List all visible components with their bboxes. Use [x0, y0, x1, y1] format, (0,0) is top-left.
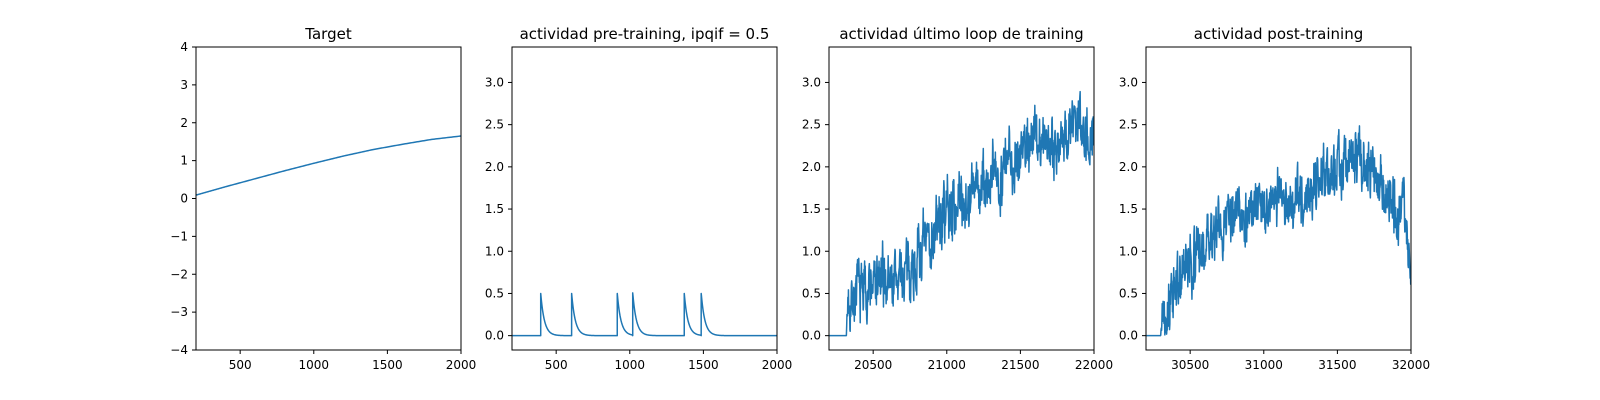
y-tick-label: 1.0 — [1119, 244, 1138, 258]
y-tick-label: −2 — [170, 267, 188, 281]
x-tick-label: 2000 — [762, 358, 793, 372]
y-tick-label: 2.0 — [485, 160, 504, 174]
x-tick-label: 1500 — [372, 358, 403, 372]
chart-panel-1: 500 1000 1500 2000 −4 −3 −2 −1 0 1 2 3 4 Target — [170, 25, 476, 372]
chart-title: actividad post-training — [1194, 25, 1363, 43]
y-tick-label: 2.5 — [485, 118, 504, 132]
x-tick-label: 31500 — [1318, 358, 1356, 372]
y-tick-label: −4 — [170, 343, 188, 357]
x-tick-label: 1000 — [615, 358, 646, 372]
x-tick-label: 31000 — [1245, 358, 1283, 372]
x-tick-label: 21000 — [928, 358, 966, 372]
y-tick-label: 4 — [180, 40, 188, 54]
y-tick-label: 0 — [180, 192, 188, 206]
y-tick-label: 2.5 — [802, 118, 821, 132]
series-line-3-1 — [829, 90, 1094, 337]
y-tick-label: −1 — [170, 229, 188, 243]
y-tick-label: 0.5 — [802, 286, 821, 300]
axes-frame — [828, 46, 1095, 351]
y-tick-label: 1.0 — [485, 244, 504, 258]
y-tick-label: 2.0 — [1119, 160, 1138, 174]
chart-title: actividad último loop de training — [839, 25, 1083, 43]
y-tick-label: 0.5 — [1119, 286, 1138, 300]
x-tick-label: 21500 — [1001, 358, 1039, 372]
axes-frame — [1145, 46, 1412, 351]
chart-title: actividad pre-training, ipqif = 0.5 — [520, 25, 770, 43]
chart-panel-2: 500 1000 1500 2000 0.0 0.5 1.0 1.5 2.0 2.5 3.0 acti… — [485, 25, 792, 372]
y-tick-label: 1.5 — [1119, 202, 1138, 216]
chart-title: Target — [304, 25, 352, 43]
y-tick-label: 0.5 — [485, 286, 504, 300]
x-tick-label: 32000 — [1392, 358, 1430, 372]
chart-panel-3: 20500 21000 21500 22000 0.0 0.5 1.0 1.5 2.0 2.5 3.… — [802, 25, 1113, 372]
x-tick-label: 1000 — [299, 358, 330, 372]
y-tick-label: 0.0 — [802, 329, 821, 343]
y-tick-label: 2.0 — [802, 160, 821, 174]
y-tick-label: 1.0 — [802, 244, 821, 258]
x-tick-label: 2000 — [446, 358, 477, 372]
y-tick-label: 1 — [180, 154, 188, 168]
y-tick-label: 2 — [180, 116, 188, 130]
x-tick-label: 20500 — [854, 358, 892, 372]
y-tick-label: 0.0 — [485, 329, 504, 343]
x-tick-label: 30500 — [1171, 358, 1209, 372]
y-tick-label: 2.5 — [1119, 118, 1138, 132]
chart-panel-4: 30500 31000 31500 32000 0.0 0.5 1.0 1.5 2.0 2.5 3.… — [1119, 25, 1430, 372]
y-tick-label: 3.0 — [1119, 75, 1138, 89]
x-tick-label: 1500 — [688, 358, 719, 372]
y-tick-label: 0.0 — [1119, 329, 1138, 343]
series-line-2-1 — [512, 292, 777, 337]
x-tick-label: 22000 — [1075, 358, 1113, 372]
axes-frame — [511, 46, 778, 351]
series-line-4-1 — [1146, 125, 1411, 337]
x-tick-label: 500 — [229, 358, 252, 372]
y-tick-label: 3 — [180, 78, 188, 92]
series-line-1-1 — [196, 135, 461, 196]
y-tick-label: −3 — [170, 305, 188, 319]
x-tick-label: 500 — [545, 358, 568, 372]
axes-frame — [195, 46, 462, 351]
y-tick-label: 3.0 — [485, 75, 504, 89]
y-tick-label: 3.0 — [802, 75, 821, 89]
y-tick-label: 1.5 — [802, 202, 821, 216]
y-tick-label: 1.5 — [485, 202, 504, 216]
